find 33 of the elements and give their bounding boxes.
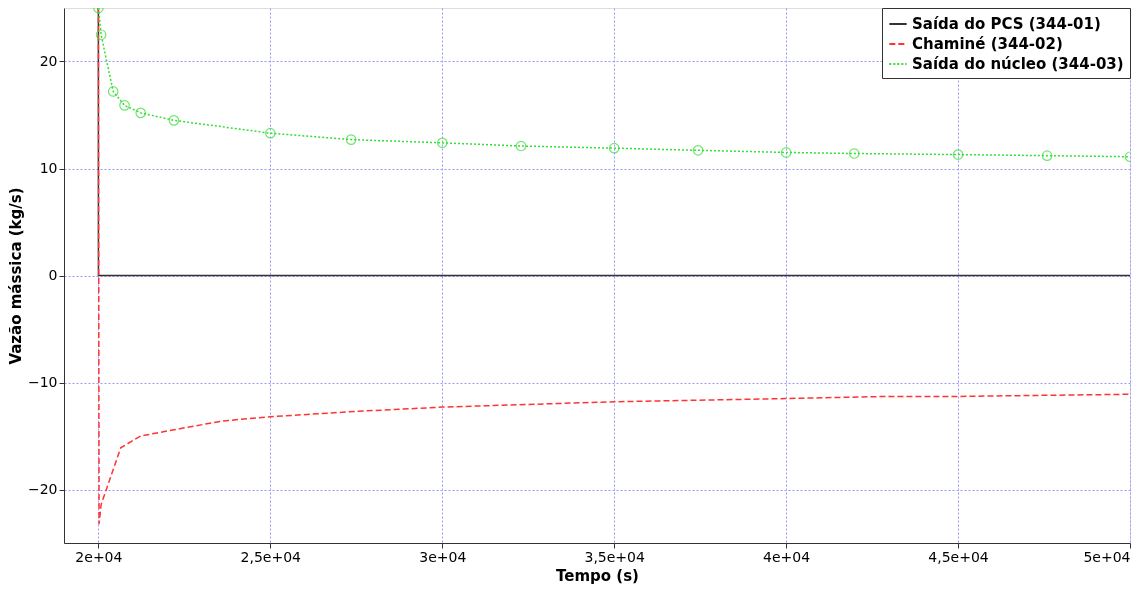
y-tick-label: 0	[48, 267, 58, 283]
point	[692, 144, 704, 156]
point	[952, 149, 964, 160]
line-series	[97, 8, 1130, 525]
point	[780, 147, 792, 158]
point	[264, 127, 276, 139]
x-tick-label: 2e+04	[75, 548, 123, 565]
point	[436, 137, 448, 149]
point	[848, 148, 860, 159]
point	[119, 100, 130, 111]
point	[345, 134, 357, 145]
x-axis-title: Tempo (s)	[556, 566, 639, 585]
y-tick-label: −20	[27, 481, 58, 497]
point	[515, 140, 527, 152]
point	[107, 86, 119, 97]
y-tick-label: 20	[39, 53, 58, 69]
y-axis-title: Vazão mássica (kg/s)	[6, 187, 25, 365]
legend-label: Saída do núcleo (344-03)	[912, 55, 1124, 73]
point	[95, 29, 107, 41]
x-tick-label: 5e+04	[1083, 548, 1131, 565]
x-tick-label: 2,5e+04	[240, 548, 302, 565]
point	[135, 107, 147, 119]
legend-label: Chaminé (344-02)	[912, 35, 1063, 53]
x-tick-label: 4,5e+04	[928, 548, 989, 565]
x-tick-label: 3,5e+04	[584, 548, 645, 565]
legend-label: Saída do PCS (344-01)	[912, 15, 1101, 33]
y-tick-label: −10	[27, 374, 58, 390]
y-tick-label: 10	[39, 160, 58, 176]
x-tick-label: 4e+04	[763, 548, 811, 565]
point	[608, 142, 620, 154]
point	[168, 115, 180, 126]
x-tick-label: 3e+04	[419, 548, 467, 565]
point	[1041, 150, 1053, 161]
